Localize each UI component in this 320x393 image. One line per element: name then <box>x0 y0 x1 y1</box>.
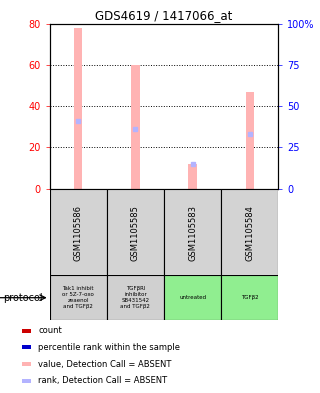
Bar <box>50 189 107 277</box>
Bar <box>131 65 140 189</box>
Bar <box>164 189 221 277</box>
Bar <box>22 379 31 383</box>
Bar <box>74 28 83 189</box>
Bar <box>107 189 164 277</box>
Title: GDS4619 / 1417066_at: GDS4619 / 1417066_at <box>95 9 233 22</box>
Bar <box>50 275 107 320</box>
Text: TGFβRI
inhibitor
SB431542
and TGFβ2: TGFβRI inhibitor SB431542 and TGFβ2 <box>120 286 150 309</box>
Text: rank, Detection Call = ABSENT: rank, Detection Call = ABSENT <box>38 376 167 385</box>
Bar <box>22 345 31 349</box>
Bar <box>245 92 254 189</box>
Text: count: count <box>38 326 62 335</box>
Text: GSM1105586: GSM1105586 <box>74 205 83 261</box>
Text: GSM1105585: GSM1105585 <box>131 205 140 261</box>
Text: GSM1105584: GSM1105584 <box>245 205 254 261</box>
Text: GSM1105583: GSM1105583 <box>188 205 197 261</box>
Text: TGFβ2: TGFβ2 <box>241 295 259 300</box>
Text: percentile rank within the sample: percentile rank within the sample <box>38 343 180 352</box>
Text: protocol: protocol <box>3 293 43 303</box>
Bar <box>221 189 278 277</box>
Bar <box>107 275 164 320</box>
Bar <box>22 362 31 366</box>
Text: untreated: untreated <box>179 295 206 300</box>
Bar <box>22 329 31 332</box>
Bar <box>188 164 197 189</box>
Text: value, Detection Call = ABSENT: value, Detection Call = ABSENT <box>38 360 172 369</box>
Bar <box>221 275 278 320</box>
Bar <box>164 275 221 320</box>
Text: Tak1 inhibit
or 5Z-7-oxo
zeaenol
and TGFβ2: Tak1 inhibit or 5Z-7-oxo zeaenol and TGF… <box>62 286 94 309</box>
